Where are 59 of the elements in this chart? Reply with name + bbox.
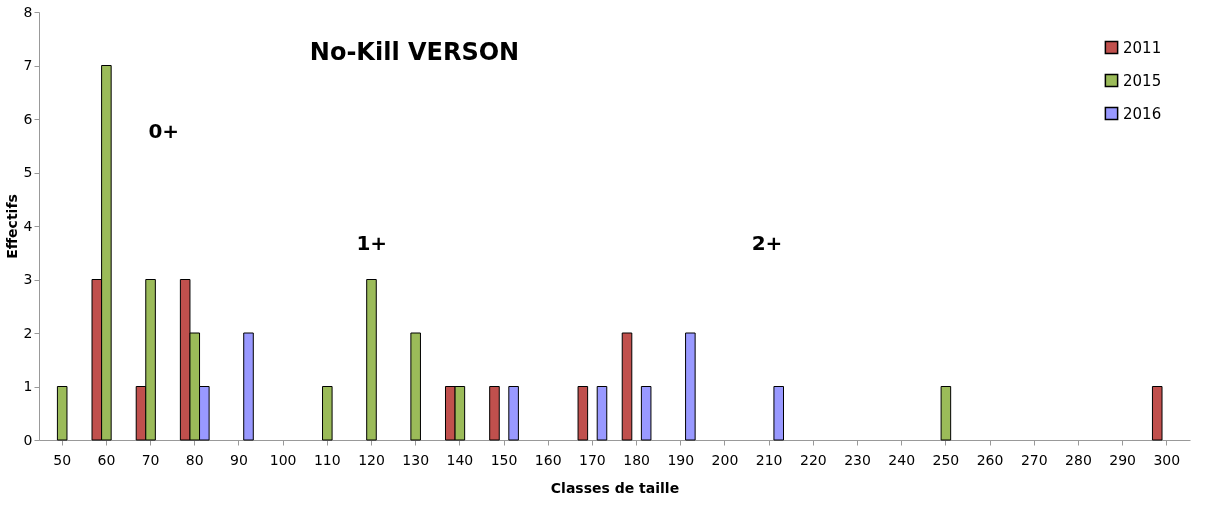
annotation: 0+	[148, 119, 180, 143]
legend-label: 2016	[1123, 104, 1162, 123]
y-tick-label: 0	[23, 431, 33, 448]
annotation: 2+	[751, 231, 783, 255]
bar	[410, 332, 421, 441]
x-tick-label: 70	[141, 451, 160, 468]
x-axis-title: Classes de taille	[550, 479, 680, 496]
x-tick-label: 300	[1153, 451, 1181, 468]
y-tick-label: 7	[23, 57, 33, 73]
y-tick-label: 4	[23, 217, 33, 234]
x-tick-label: 140	[446, 451, 474, 468]
x-tick-label: 290	[1109, 451, 1136, 468]
x-tick-label: 100	[269, 451, 297, 468]
bar	[577, 386, 589, 441]
legend-label: 2011	[1123, 38, 1162, 57]
x-tick-label: 230	[844, 451, 871, 468]
bar	[940, 386, 952, 441]
legend-label: 2015	[1123, 71, 1162, 90]
bar	[640, 386, 652, 441]
x-tick-label: 270	[1020, 451, 1048, 468]
x-tick-label: 210	[755, 451, 783, 468]
bar	[1151, 386, 1163, 441]
x-tick-label: 50	[53, 451, 72, 468]
x-tick-label: 240	[888, 451, 916, 468]
bar	[366, 279, 377, 441]
bar	[621, 332, 633, 441]
x-tick-label: 130	[402, 451, 430, 468]
x-tick-label: 150	[490, 451, 518, 468]
x-tick-label: 110	[313, 451, 341, 468]
x-tick-label: 190	[667, 451, 695, 468]
x-tick-label: 90	[230, 451, 248, 468]
x-tick-label: 200	[711, 451, 739, 468]
x-tick-label: 260	[976, 451, 1004, 468]
bar	[773, 386, 784, 441]
x-tick-label: 250	[932, 451, 960, 468]
y-tick-label: 6	[23, 110, 33, 127]
annotation: 1+	[356, 231, 388, 255]
bar	[596, 386, 608, 441]
y-tick-label: 1	[23, 378, 33, 394]
y-tick-label: 5	[23, 164, 33, 180]
x-tick-label: 220	[799, 451, 827, 468]
x-tick-label: 280	[1065, 451, 1092, 468]
bar	[56, 386, 68, 441]
bar	[243, 332, 254, 441]
bar	[508, 386, 519, 441]
y-tick-label: 8	[23, 3, 33, 20]
text: No-Kill VERSON	[309, 38, 520, 66]
y-axis-title: Effectifs	[3, 194, 20, 259]
y-tick-label: 2	[23, 324, 33, 341]
bar	[489, 386, 500, 441]
y-tick-label: 3	[23, 271, 33, 287]
bar	[685, 332, 696, 441]
x-tick-label: 60	[97, 451, 116, 468]
x-tick-label: 80	[185, 451, 204, 468]
x-tick-label: 120	[358, 451, 385, 468]
x-tick-label: 180	[623, 451, 650, 468]
x-tick-label: 170	[579, 451, 606, 468]
bar	[322, 386, 333, 441]
x-tick-label: 160	[534, 451, 562, 468]
